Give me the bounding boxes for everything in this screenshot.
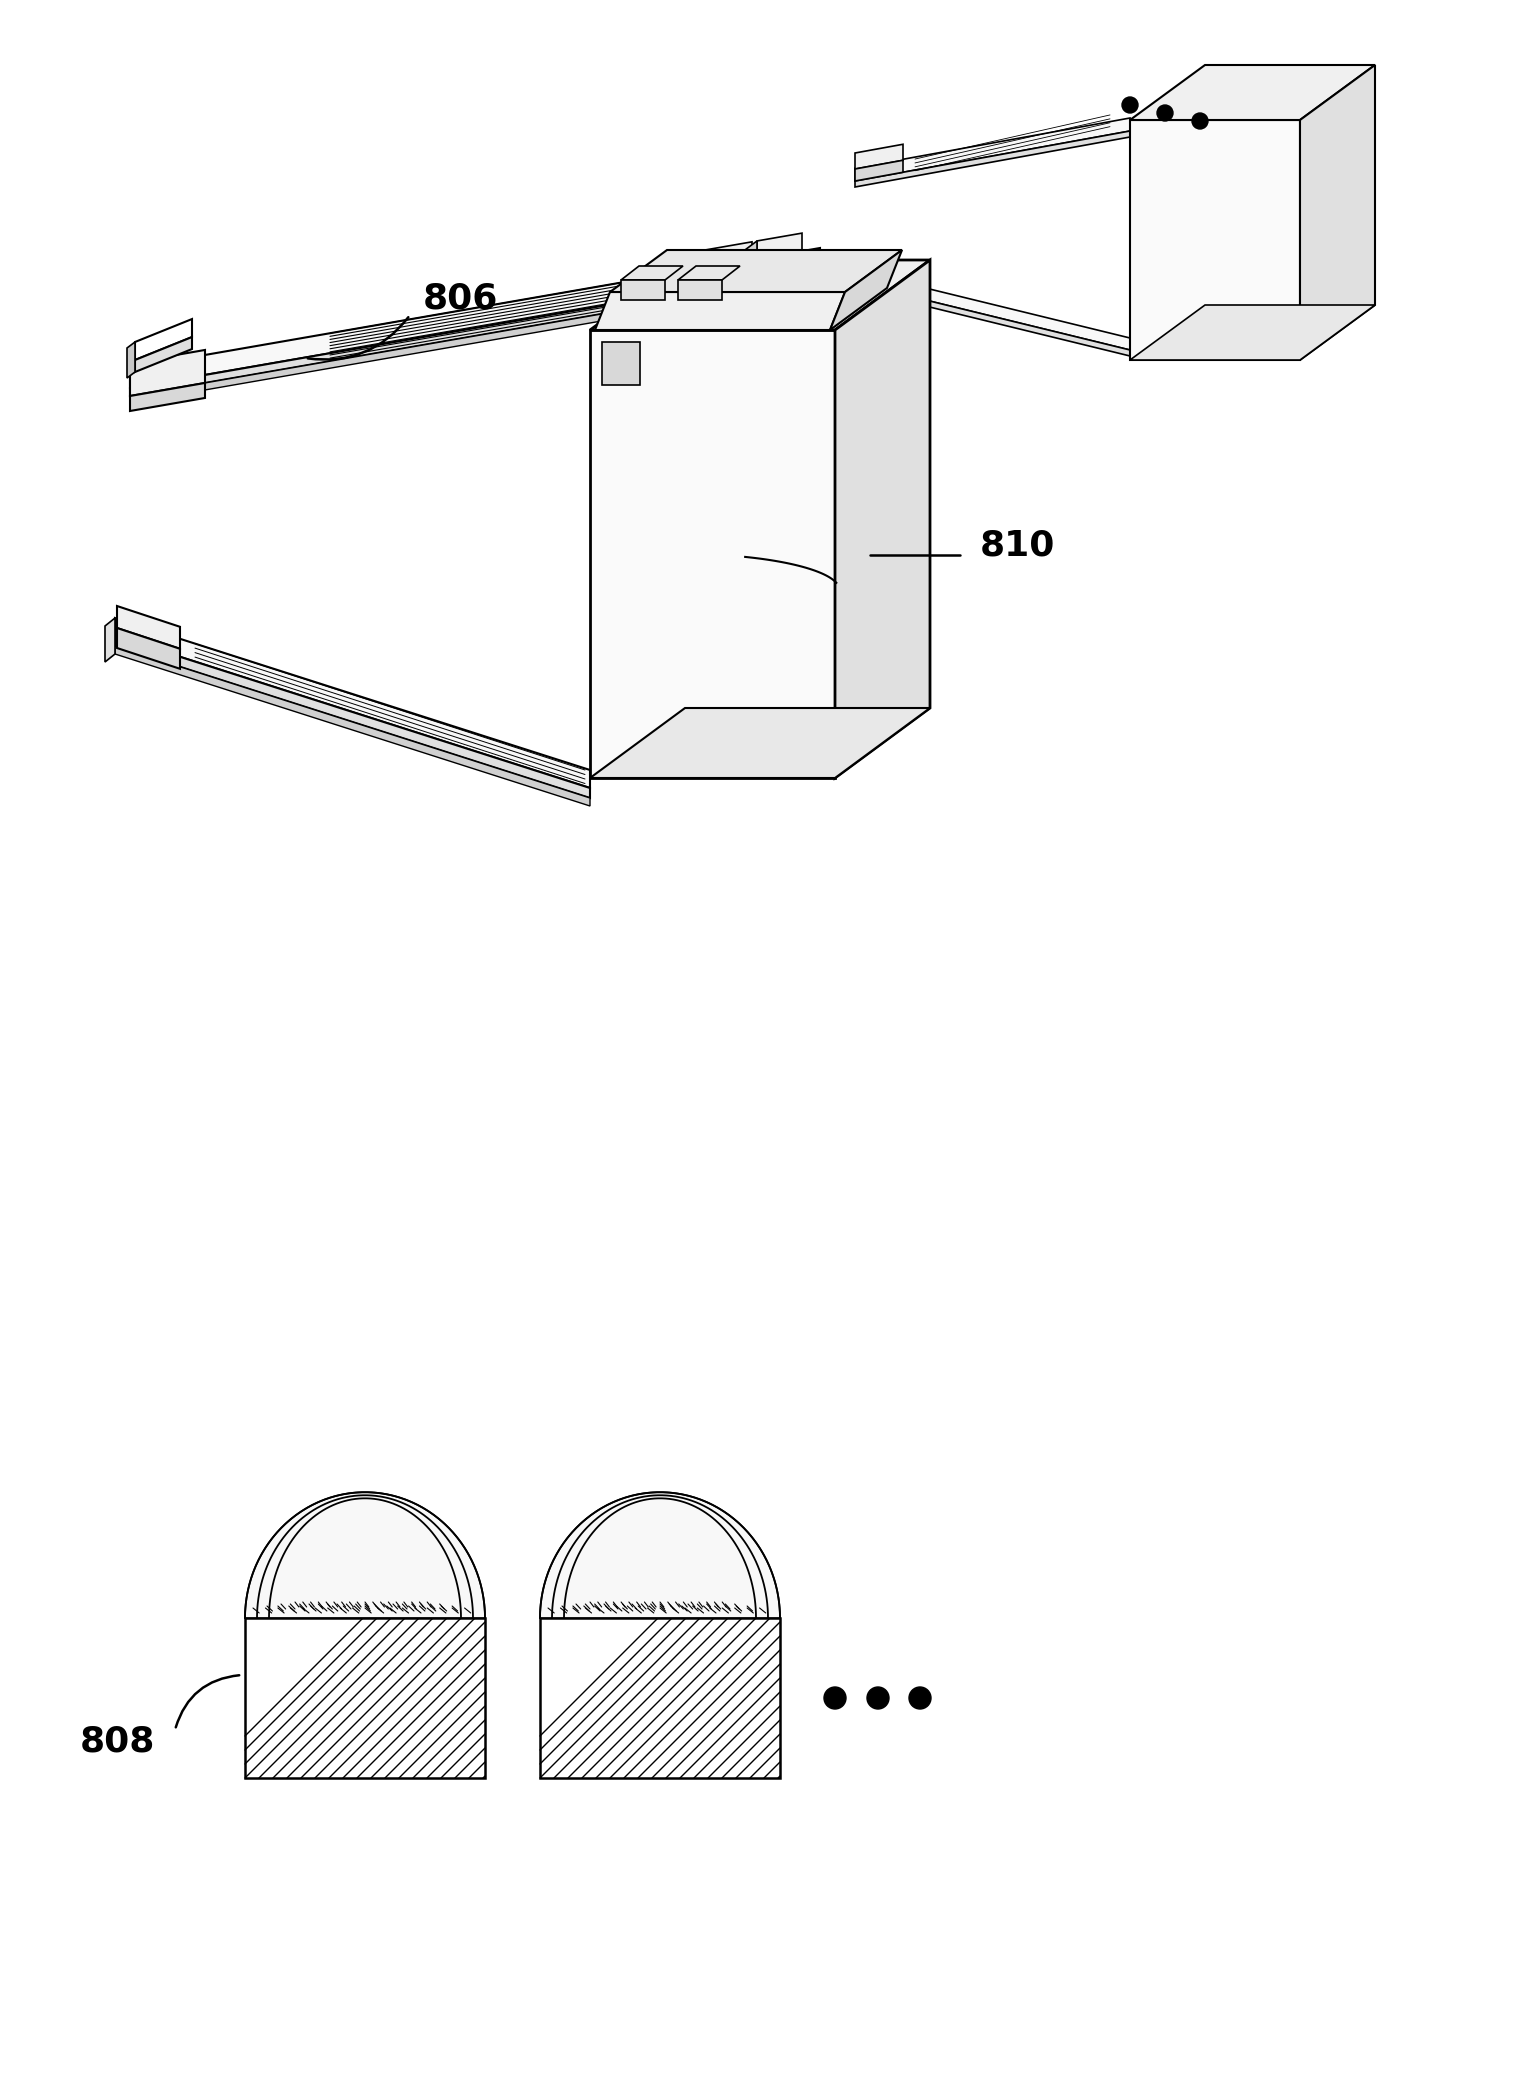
- Polygon shape: [115, 636, 589, 798]
- Polygon shape: [830, 249, 902, 330]
- Polygon shape: [705, 241, 753, 278]
- Polygon shape: [128, 343, 135, 378]
- Polygon shape: [1130, 64, 1374, 121]
- Polygon shape: [679, 266, 740, 281]
- Polygon shape: [135, 320, 192, 359]
- Polygon shape: [856, 131, 1130, 187]
- Polygon shape: [589, 709, 930, 777]
- Polygon shape: [105, 617, 115, 663]
- Polygon shape: [745, 241, 757, 299]
- Polygon shape: [540, 1492, 780, 1619]
- Text: 806: 806: [422, 281, 497, 316]
- Text: 810: 810: [980, 528, 1056, 561]
- Polygon shape: [693, 249, 705, 310]
- Polygon shape: [860, 260, 905, 285]
- Text: 808: 808: [80, 1725, 155, 1758]
- Polygon shape: [1130, 305, 1374, 359]
- Polygon shape: [856, 118, 1130, 181]
- Polygon shape: [540, 1619, 780, 1779]
- Circle shape: [866, 1687, 890, 1708]
- Polygon shape: [602, 343, 640, 384]
- Polygon shape: [129, 268, 820, 397]
- Polygon shape: [622, 281, 665, 299]
- Circle shape: [1193, 112, 1208, 129]
- Circle shape: [1122, 98, 1137, 112]
- Polygon shape: [856, 160, 903, 181]
- Polygon shape: [245, 1492, 485, 1619]
- Polygon shape: [596, 293, 845, 330]
- Circle shape: [1157, 106, 1173, 121]
- Polygon shape: [836, 260, 930, 777]
- Polygon shape: [115, 617, 589, 788]
- Polygon shape: [856, 143, 903, 168]
- Polygon shape: [135, 337, 192, 372]
- Polygon shape: [589, 330, 836, 777]
- Polygon shape: [860, 274, 905, 297]
- Polygon shape: [1300, 64, 1374, 359]
- Polygon shape: [129, 247, 820, 389]
- Polygon shape: [609, 249, 902, 293]
- Polygon shape: [568, 1544, 753, 1619]
- Polygon shape: [129, 349, 205, 397]
- Polygon shape: [860, 272, 1130, 349]
- Polygon shape: [554, 1517, 766, 1619]
- Polygon shape: [757, 233, 802, 268]
- FancyArrowPatch shape: [175, 1675, 239, 1727]
- Circle shape: [823, 1687, 846, 1708]
- Polygon shape: [1130, 121, 1300, 359]
- Polygon shape: [245, 1619, 485, 1779]
- Polygon shape: [757, 262, 802, 291]
- Polygon shape: [582, 1569, 739, 1619]
- Polygon shape: [259, 1517, 471, 1619]
- Polygon shape: [117, 607, 180, 648]
- Circle shape: [910, 1687, 931, 1708]
- Polygon shape: [860, 285, 1130, 355]
- FancyArrowPatch shape: [308, 318, 408, 359]
- Polygon shape: [622, 266, 683, 281]
- Polygon shape: [272, 1544, 457, 1619]
- Polygon shape: [115, 646, 589, 806]
- Polygon shape: [129, 382, 205, 411]
- Polygon shape: [589, 260, 930, 330]
- Polygon shape: [117, 628, 180, 669]
- Polygon shape: [705, 270, 753, 299]
- Polygon shape: [129, 276, 820, 403]
- Polygon shape: [679, 281, 722, 299]
- Polygon shape: [286, 1569, 443, 1619]
